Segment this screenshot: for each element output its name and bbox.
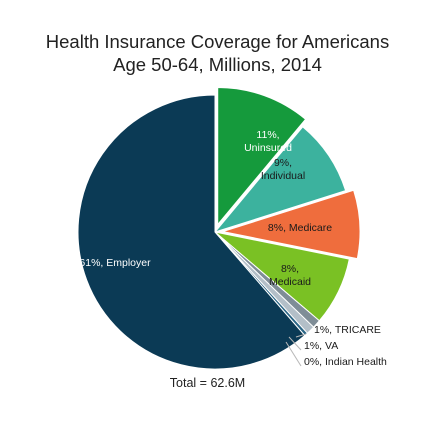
leader-line-va — [288, 336, 302, 351]
chart-title-line1: Health Insurance Coverage for Americans — [45, 31, 390, 52]
slice-label-medicare: 8%, Medicare — [268, 222, 332, 234]
leader-line-tricare — [295, 333, 307, 338]
chart-subtitle: Age 50-64, Millions, 2014 — [113, 54, 322, 75]
pie-slice-medicare — [220, 189, 361, 260]
total-label: Total = 62.6M — [0, 376, 435, 390]
slice-label-individual: 9%, Individual — [261, 157, 305, 182]
slice-label-va: 1%, VA — [304, 340, 338, 352]
pie-slice-employer — [77, 94, 306, 370]
slice-label-uninsured: 11%, Uninsured — [244, 129, 292, 154]
total-text: Total = 62.6M — [169, 376, 246, 390]
pie-slice-uninsured — [217, 86, 307, 226]
slice-label-tricare: 1%, TRICARE — [314, 324, 381, 336]
leader-line-indian-health — [285, 341, 302, 367]
slice-label-employer: 61%, Employer — [79, 257, 151, 269]
slice-label-medicaid: 8%, Medicaid — [269, 263, 311, 288]
chart-title: Health Insurance Coverage for Americans … — [0, 30, 435, 76]
slice-label-indian-health: 0%, Indian Health — [304, 356, 387, 368]
pie-slice-individual — [213, 126, 347, 233]
